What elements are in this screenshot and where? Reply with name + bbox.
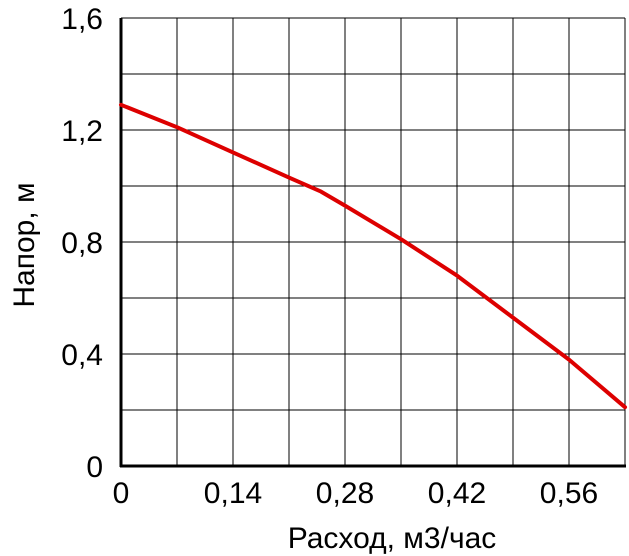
series-line-0 xyxy=(119,102,627,410)
y-tick-label-1: 0,4 xyxy=(61,339,103,372)
x-tick-label-1: 0,14 xyxy=(204,477,262,510)
x-axis-title: Расход, м3/час xyxy=(288,522,497,555)
y-tick-label-4: 1,6 xyxy=(61,3,103,36)
x-tick-label-2: 0,28 xyxy=(316,477,374,510)
x-tick-label-4: 0,56 xyxy=(540,477,598,510)
y-tick-label-3: 1,2 xyxy=(61,115,103,148)
x-tick-label-3: 0,42 xyxy=(428,477,486,510)
series-layer xyxy=(119,102,627,410)
y-tick-label-0: 0 xyxy=(86,451,103,484)
y-axis-title: Напор, м xyxy=(8,182,41,307)
axes xyxy=(119,18,626,468)
y-tick-label-2: 0,8 xyxy=(61,227,103,260)
x-tick-label-0: 0 xyxy=(113,477,130,510)
grid xyxy=(121,17,626,466)
tick-labels: 0 0,4 0,8 1,2 1,6 0 0,14 0,28 0,42 0,56 xyxy=(61,3,598,510)
